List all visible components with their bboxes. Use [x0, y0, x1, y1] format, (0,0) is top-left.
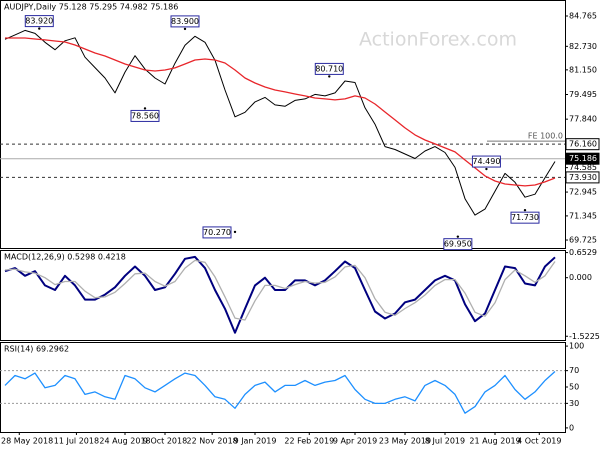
level-box [565, 171, 600, 184]
y-tick-label: 100 [569, 342, 584, 351]
level-box [565, 138, 600, 151]
annotation-box [510, 211, 540, 224]
series-line [4, 259, 556, 321]
annotation-box [471, 155, 501, 168]
panel-title: AUDJPY,Daily 75.128 75.295 74.982 75.186 [4, 3, 178, 12]
level-box [565, 152, 600, 165]
y-tick-label: 71.345 [569, 211, 597, 220]
series-line [4, 371, 556, 414]
x-tick-label: 21 Aug 2019 [469, 437, 520, 446]
annotation-label: 70.270 [203, 228, 231, 237]
annotation-point [485, 167, 488, 171]
annotation-label: 83.920 [25, 17, 53, 26]
x-tick-label: 23 May 2019 [379, 437, 431, 446]
annotation-point [183, 27, 187, 31]
series-line [5, 37, 556, 187]
y-tick-label: 82.730 [569, 42, 597, 51]
panel-title: MACD(12,26,9) 0.5298 0.4218 [4, 253, 126, 262]
annotation-box [130, 109, 160, 122]
annotation-point [328, 75, 331, 78]
y-tick-label: 0.6529 [569, 248, 597, 257]
watermark: ActionForex.com [359, 29, 517, 51]
annotation-box [24, 15, 54, 28]
annotation-label: 78.560 [131, 111, 159, 120]
panel-frame [0, 250, 566, 341]
annotation-label: 83.900 [171, 17, 199, 26]
x-tick-label: 22 Nov 2018 [187, 437, 238, 446]
annotation-point [38, 27, 41, 30]
y-tick-label: 72.945 [569, 188, 597, 197]
level-label: 75.186 [569, 154, 597, 163]
series-line [4, 29, 556, 216]
y-tick-label: 74.585 [569, 163, 597, 172]
panel-title: RSI(14) 69.2962 [4, 345, 69, 354]
y-tick-label: 70 [569, 366, 579, 375]
y-tick-label: 81.150 [569, 65, 597, 74]
annotation-label: 74.490 [472, 157, 500, 166]
y-tick-label: -1.5225 [569, 332, 600, 341]
annotation-label: 80.710 [315, 64, 343, 73]
y-tick-label: 84.765 [569, 12, 597, 21]
x-tick-label: 4 Oct 2019 [517, 437, 561, 446]
y-tick-label: 0 [569, 423, 574, 432]
level-label: 76.160 [569, 140, 597, 149]
annotation-box [443, 238, 473, 251]
x-tick-label: 9 Oct 2018 [143, 437, 187, 446]
y-tick-label: 79.495 [569, 90, 597, 99]
y-tick-label: 50 [569, 383, 579, 392]
series-line [4, 255, 556, 334]
y-tick-label: 77.840 [569, 115, 597, 124]
annotation-box [314, 62, 344, 75]
annotation-point [143, 107, 147, 110]
annotation-box [170, 15, 200, 28]
annotation-point [523, 208, 527, 212]
x-tick-label: 24 Aug 2018 [99, 437, 150, 446]
x-tick-label: 11 Jul 2018 [54, 437, 99, 446]
x-tick-label: 8 Jul 2019 [425, 437, 465, 446]
x-tick-label: 9 Jan 2019 [234, 437, 277, 446]
level-label: 73.930 [569, 173, 597, 182]
annotation-label: 69.950 [444, 240, 472, 249]
y-tick-label: 69.725 [569, 236, 597, 245]
x-tick-label: 28 May 2018 [1, 437, 53, 446]
annotation-label: 71.730 [511, 213, 539, 222]
annotation-box [202, 226, 232, 239]
annotation-point [233, 230, 237, 234]
panel-frame [0, 0, 566, 249]
level-note: FE 100.0 [528, 132, 563, 141]
y-tick-label: 0.000 [569, 273, 592, 282]
annotation-point [456, 235, 460, 238]
x-tick-label: 9 Apr 2019 [333, 437, 377, 446]
y-tick-label: 30 [569, 399, 579, 408]
x-tick-label: 22 Feb 2019 [284, 437, 334, 446]
